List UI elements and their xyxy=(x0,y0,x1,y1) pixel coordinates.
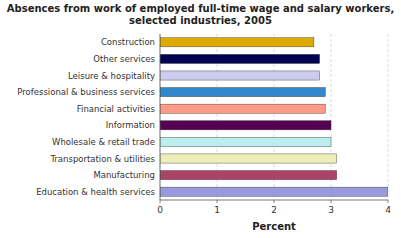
bar xyxy=(160,54,320,63)
bar xyxy=(160,154,337,163)
chart: Absences from work of employed full-time… xyxy=(0,0,401,238)
category-label: Professional & business services xyxy=(17,87,155,97)
x-tick xyxy=(274,200,275,203)
y-axis-line xyxy=(160,34,161,200)
x-tick xyxy=(160,200,161,203)
category-label: Wholesale & retail trade xyxy=(52,137,155,147)
bar xyxy=(160,104,325,113)
bar xyxy=(160,121,331,130)
title-line: selected industries, 2005 xyxy=(129,15,272,26)
category-label: Other services xyxy=(93,54,155,64)
category-label: Leisure & hospitality xyxy=(68,71,155,81)
category-label: Information xyxy=(106,120,155,130)
bar xyxy=(160,71,320,80)
bar xyxy=(160,38,314,47)
bar xyxy=(160,88,325,97)
bars xyxy=(160,38,388,197)
bar xyxy=(160,171,337,180)
x-tick xyxy=(217,200,218,203)
grid-line xyxy=(388,34,389,200)
grid-line xyxy=(160,34,161,200)
x-tick xyxy=(388,200,389,203)
category-label: Education & health services xyxy=(36,187,155,197)
x-tick-label: 4 xyxy=(385,205,391,215)
category-label: Construction xyxy=(101,37,155,47)
x-tick-label: 2 xyxy=(271,205,277,215)
category-label: Financial activities xyxy=(77,104,156,114)
bar xyxy=(160,137,331,146)
category-label: Manufacturing xyxy=(93,170,155,180)
x-axis-line xyxy=(160,200,388,201)
x-axis-label: Percent xyxy=(252,221,296,232)
x-tick-label: 3 xyxy=(328,205,334,215)
bar xyxy=(160,187,388,196)
x-tick-label: 1 xyxy=(214,205,220,215)
category-label: Transportation & utilities xyxy=(49,154,155,164)
title-line: Absences from work of employed full-time… xyxy=(7,3,394,14)
x-tick xyxy=(331,200,332,203)
title: Absences from work of employed full-time… xyxy=(7,3,394,26)
x-tick-label: 0 xyxy=(157,205,163,215)
